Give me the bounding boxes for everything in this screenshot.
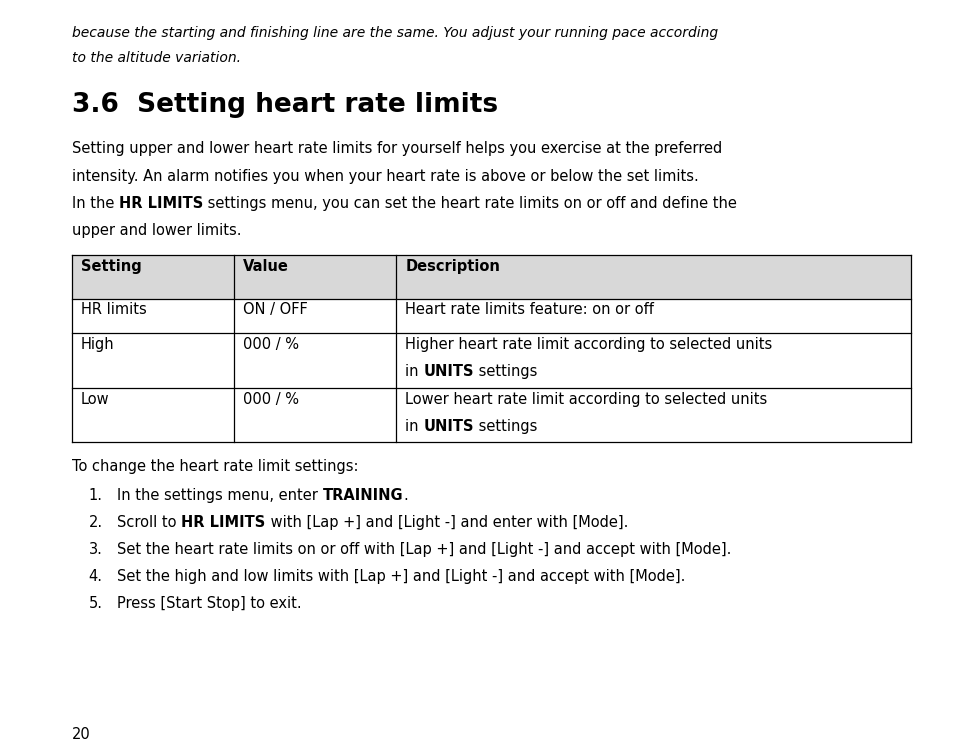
Text: because the starting and finishing line are the same. You adjust your running pa: because the starting and finishing line …	[71, 26, 717, 41]
Text: HR limits: HR limits	[81, 302, 147, 318]
Text: In the: In the	[71, 196, 118, 211]
Text: High: High	[81, 337, 114, 352]
Text: Set the high and low limits with [Lap +] and [Light -] and accept with [Mode].: Set the high and low limits with [Lap +]…	[117, 569, 685, 584]
Text: settings: settings	[474, 419, 537, 434]
Text: 2.: 2.	[89, 515, 103, 530]
Text: ON / OFF: ON / OFF	[243, 302, 308, 318]
Text: Description: Description	[405, 259, 499, 274]
Text: Lower heart rate limit according to selected units: Lower heart rate limit according to sele…	[405, 392, 767, 407]
Text: TRAINING: TRAINING	[322, 488, 403, 503]
Text: Setting: Setting	[81, 259, 142, 274]
Text: upper and lower limits.: upper and lower limits.	[71, 223, 241, 238]
Text: 000 / %: 000 / %	[243, 337, 299, 352]
Text: 3.: 3.	[89, 542, 103, 557]
Bar	[71, 255, 910, 299]
Text: settings: settings	[474, 364, 537, 380]
Text: Press [Start Stop] to exit.: Press [Start Stop] to exit.	[117, 596, 302, 612]
Text: UNITS: UNITS	[423, 364, 474, 380]
Text: To change the heart rate limit settings:: To change the heart rate limit settings:	[71, 459, 357, 474]
Text: intensity. An alarm notifies you when your heart rate is above or below the set : intensity. An alarm notifies you when yo…	[71, 169, 698, 184]
Text: Higher heart rate limit according to selected units: Higher heart rate limit according to sel…	[405, 337, 772, 352]
Text: with [Lap +] and [Light -] and enter with [Mode].: with [Lap +] and [Light -] and enter wit…	[266, 515, 627, 530]
Text: .: .	[403, 488, 408, 503]
Text: in: in	[405, 419, 423, 434]
Text: Setting upper and lower heart rate limits for yourself helps you exercise at the: Setting upper and lower heart rate limit…	[71, 141, 721, 156]
Text: 3.6  Setting heart rate limits: 3.6 Setting heart rate limits	[71, 92, 497, 118]
Text: 20: 20	[71, 727, 91, 742]
Text: 000 / %: 000 / %	[243, 392, 299, 407]
Text: to the altitude variation.: to the altitude variation.	[71, 51, 240, 65]
Bar	[71, 333, 910, 388]
Text: in: in	[405, 364, 423, 380]
Bar	[71, 388, 910, 442]
Text: Heart rate limits feature: on or off: Heart rate limits feature: on or off	[405, 302, 654, 318]
Text: Set the heart rate limits on or off with [Lap +] and [Light -] and accept with [: Set the heart rate limits on or off with…	[117, 542, 731, 557]
Text: 1.: 1.	[89, 488, 103, 503]
Text: Value: Value	[243, 259, 289, 274]
Text: Low: Low	[81, 392, 110, 407]
Text: HR LIMITS: HR LIMITS	[118, 196, 203, 211]
Text: In the settings menu, enter: In the settings menu, enter	[117, 488, 322, 503]
Bar	[71, 299, 910, 333]
Text: settings menu, you can set the heart rate limits on or off and define the: settings menu, you can set the heart rat…	[203, 196, 736, 211]
Text: 4.: 4.	[89, 569, 103, 584]
Text: 5.: 5.	[89, 596, 103, 612]
Text: UNITS: UNITS	[423, 419, 474, 434]
Text: HR LIMITS: HR LIMITS	[181, 515, 266, 530]
Text: Scroll to: Scroll to	[117, 515, 181, 530]
